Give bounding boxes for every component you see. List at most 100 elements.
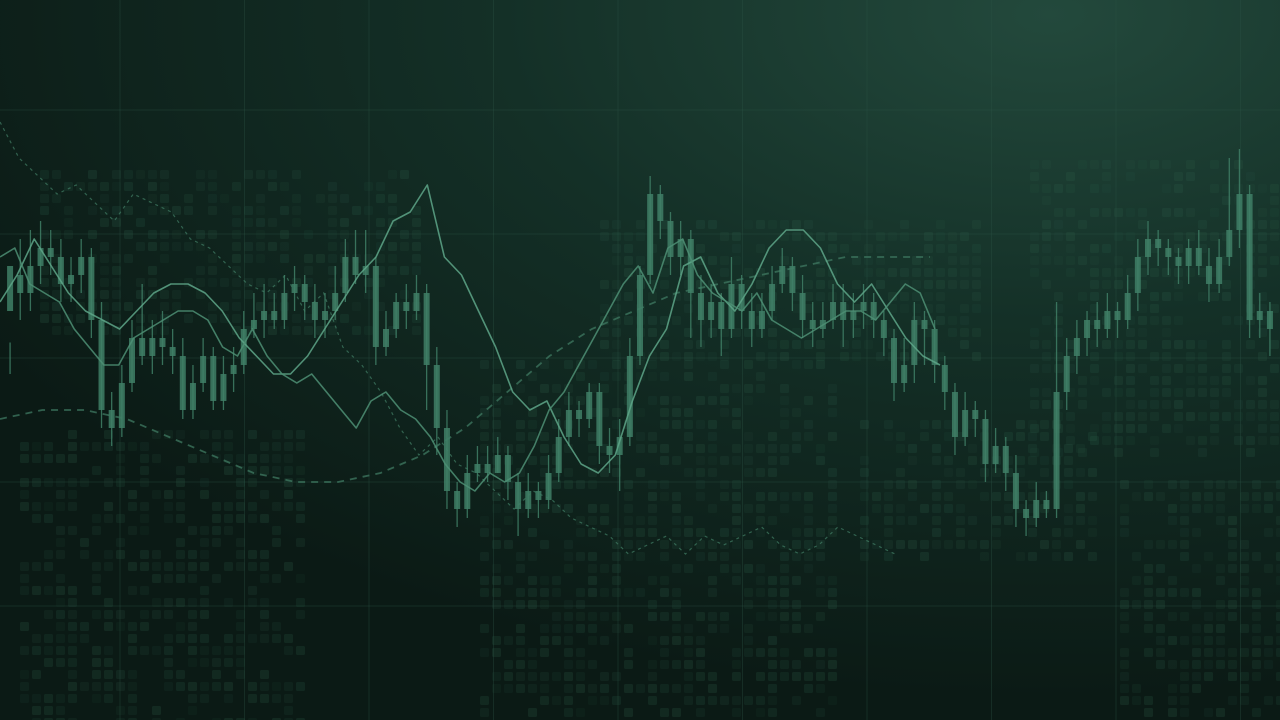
map-dot [780,456,789,465]
map-dot [236,514,245,523]
map-dot [80,550,89,559]
map-dot [148,182,157,191]
map-dot [972,352,981,361]
map-dot [284,634,293,643]
candle-body [1226,230,1233,257]
candle-body [850,311,857,320]
map-dot [588,552,597,561]
map-dot [1156,564,1165,573]
map-dot [1270,436,1279,445]
map-dot [1198,352,1207,361]
map-dot [816,360,825,369]
map-dot [1210,388,1219,397]
map-dot [148,266,157,275]
map-dot [40,194,49,203]
map-dot [32,478,41,487]
map-dot [1198,364,1207,373]
map-dot [160,290,169,299]
map-dot [936,316,945,325]
map-dot [1114,376,1123,385]
map-dot [888,268,897,277]
candle-body [1145,239,1151,257]
map-dot [972,292,981,301]
map-dot [1210,424,1219,433]
map-dot [1042,244,1051,253]
price-lines [0,184,941,492]
map-dot [1030,256,1039,265]
map-dot [1270,304,1279,313]
map-dot [932,420,941,429]
map-dot [720,256,729,265]
map-dot [1132,600,1141,609]
map-dot [720,340,729,349]
map-dot [148,242,157,251]
map-dot [660,408,669,417]
map-dot [732,708,741,717]
map-dot [1120,696,1129,705]
map-dot [104,430,113,439]
map-dot [1138,328,1147,337]
map-dot [44,454,53,463]
map-dot [660,492,669,501]
map-dot [272,526,281,535]
map-dot [272,538,281,547]
map-dot [128,622,137,631]
candle-body [1043,500,1050,509]
map-dot [672,612,681,621]
map-dot [884,504,893,513]
map-dot [1114,424,1123,433]
map-dot [1180,516,1189,525]
map-dot [684,684,693,693]
map-dot [1180,660,1189,669]
candle-body [626,356,633,437]
candle-body [1023,509,1030,518]
map-dot [1192,660,1201,669]
map-dot [828,696,837,705]
map-dot [924,328,933,337]
map-dot [792,696,801,705]
map-dot [1138,424,1147,433]
map-dot [1102,424,1111,433]
map-dot [1174,412,1183,421]
map-dot [248,634,257,643]
map-dot [188,694,197,703]
map-dot [1042,160,1051,169]
map-dot [1028,444,1037,453]
map-dot [756,648,765,657]
map-dot [92,442,101,451]
map-dot [1028,420,1037,429]
map-dot [540,624,549,633]
map-dot [600,232,609,241]
map-dot [56,646,65,655]
map-dot [908,492,917,501]
map-dot [164,502,173,511]
map-dot [124,182,133,191]
map-dot [128,646,137,655]
candle-body [535,491,542,500]
map-dot [244,218,253,227]
map-dot [1040,432,1049,441]
map-dot [648,328,657,337]
map-dot [1198,376,1207,385]
map-dot [1252,612,1261,621]
map-dot [732,408,741,417]
map-dot [188,622,197,631]
map-dot [400,230,409,239]
map-dot [212,430,221,439]
map-dot [696,636,705,645]
map-dot [720,480,729,489]
map-dot [1264,504,1273,513]
map-dot [260,694,269,703]
map-dot [708,624,717,633]
map-dot [912,280,921,289]
map-dot [1090,268,1099,277]
map-dot [1126,328,1135,337]
map-dot [1276,672,1280,681]
map-dot [708,588,717,597]
map-dot [768,492,777,501]
map-dot [284,502,293,511]
map-dot [172,230,181,239]
map-dot [1102,436,1111,445]
map-dot [1144,624,1153,633]
map-dot [284,706,293,715]
